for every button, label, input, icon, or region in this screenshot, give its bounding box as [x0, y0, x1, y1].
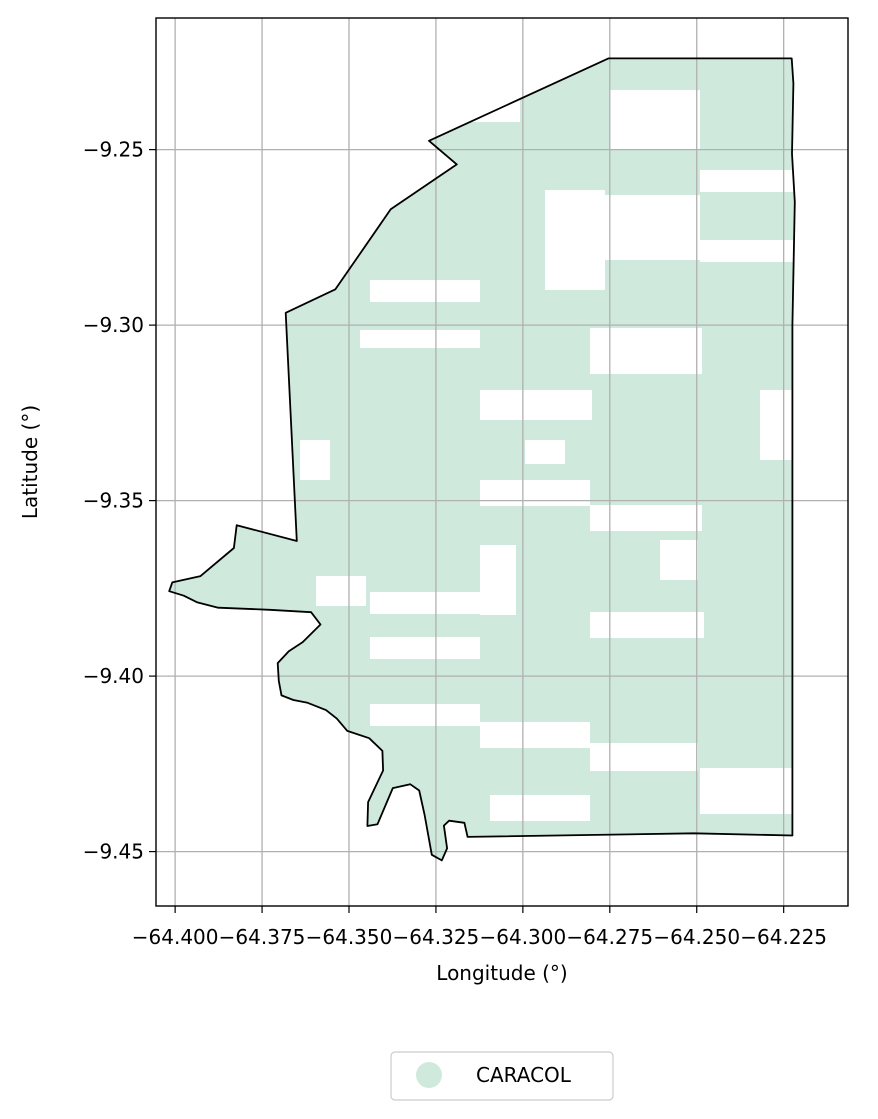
x-tick-label: −64.375 — [219, 925, 306, 949]
region-boundary — [168, 57, 796, 862]
legend: CARACOL — [390, 1051, 614, 1101]
y-axis-label: Latitude (°) — [18, 405, 42, 519]
y-axis: −9.25 −9.30 −9.35 −9.40 −9.45 — [83, 138, 156, 864]
legend-label: CARACOL — [476, 1063, 572, 1087]
y-tick-label: −9.30 — [83, 313, 144, 337]
x-axis-label: Longitude (°) — [436, 961, 567, 985]
x-tick-label: −64.250 — [653, 925, 740, 949]
x-tick-label: −64.325 — [393, 925, 480, 949]
x-tick-label: −64.350 — [306, 925, 393, 949]
legend-box — [390, 1051, 614, 1101]
legend-marker-icon — [416, 1062, 442, 1088]
x-tick-label: −64.225 — [740, 925, 827, 949]
grid-lines — [156, 18, 848, 906]
y-tick-label: −9.45 — [83, 840, 144, 864]
x-tick-label: −64.300 — [479, 925, 566, 949]
x-axis: −64.400 −64.375 −64.350 −64.325 −64.300 −64.2… — [132, 906, 827, 949]
x-tick-label: −64.400 — [132, 925, 219, 949]
y-tick-label: −9.25 — [83, 138, 144, 162]
x-tick-label: −64.275 — [566, 925, 653, 949]
y-tick-label: −9.35 — [83, 489, 144, 513]
axes-frame — [155, 17, 849, 907]
cleared-patches — [300, 82, 795, 821]
plot-area — [155, 17, 849, 907]
y-tick-label: −9.40 — [83, 664, 144, 688]
